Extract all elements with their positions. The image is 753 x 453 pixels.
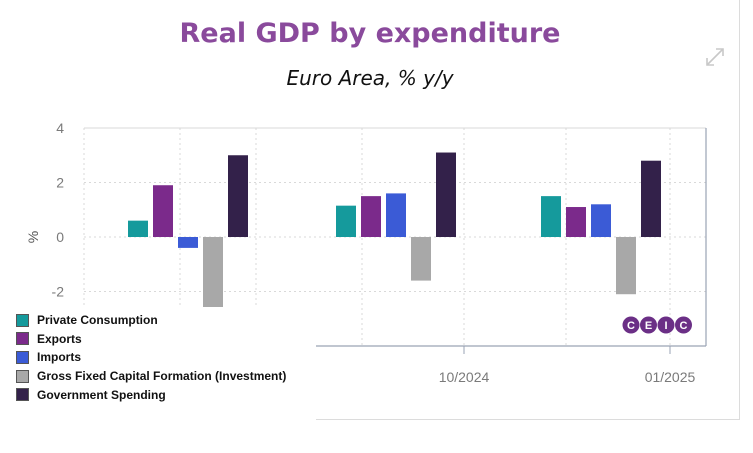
legend-swatch — [16, 313, 29, 327]
legend-swatch — [16, 332, 29, 346]
legend-label: Government Spending — [37, 387, 166, 402]
legend-label: Private Consumption — [37, 313, 158, 328]
legend-item[interactable]: Government Spending — [16, 385, 286, 404]
bar — [228, 155, 248, 237]
logo-letter: E — [645, 320, 652, 332]
logo-circle — [675, 316, 692, 334]
x-tick-label: 10/2024 — [439, 369, 490, 385]
bar — [386, 193, 406, 237]
legend-swatch — [16, 350, 29, 364]
expand-icon[interactable] — [704, 46, 726, 68]
y-tick-label: 0 — [56, 229, 64, 245]
legend-item[interactable]: Imports — [16, 348, 286, 367]
chart-title: Real GDP by expenditure — [179, 18, 561, 49]
bar — [541, 196, 561, 237]
logo-letter: C — [627, 320, 635, 332]
legend-label: Exports — [37, 331, 82, 346]
bar — [203, 237, 223, 308]
bar — [153, 185, 173, 237]
logo-letter: C — [680, 320, 688, 332]
legend-label: Imports — [37, 350, 82, 365]
y-tick-label: 2 — [56, 175, 64, 191]
x-tick-label: 01/2025 — [645, 369, 696, 385]
logo-letter: I — [664, 320, 667, 332]
logo-circle — [622, 316, 640, 334]
legend-item[interactable]: Gross Fixed Capital Formation (Investmen… — [16, 367, 286, 386]
plot-area: 4 2 0 -2% 10/2024 01/2025 — [0, 120, 707, 420]
bar — [566, 207, 586, 237]
bar — [361, 196, 381, 237]
bar — [336, 205, 356, 237]
bar — [616, 237, 636, 295]
bar — [436, 152, 456, 237]
legend-item[interactable]: Exports — [16, 330, 286, 349]
y-tick-label: -2 — [52, 284, 65, 300]
bar — [128, 220, 148, 237]
bar — [411, 237, 431, 281]
legend-swatch — [16, 369, 29, 383]
legend-label: Gross Fixed Capital Formation (Investmen… — [37, 369, 287, 384]
bar — [178, 237, 198, 248]
legend-item[interactable]: Private Consumption — [16, 311, 286, 330]
logo-circle — [657, 316, 675, 334]
y-axis-label: % — [25, 231, 41, 243]
logo-circle — [640, 316, 657, 334]
legend-swatch — [16, 388, 29, 402]
bar — [591, 204, 611, 237]
y-tick-label: 4 — [56, 120, 64, 136]
chart-subtitle: Euro Area, % y/y — [286, 66, 454, 90]
legend-background — [0, 307, 316, 420]
chart-card: Real GDP by expenditure Euro Area, % y/y… — [0, 0, 740, 420]
legend: Private Consumption Exports Imports Gross F… — [16, 311, 286, 404]
bar — [641, 160, 661, 237]
